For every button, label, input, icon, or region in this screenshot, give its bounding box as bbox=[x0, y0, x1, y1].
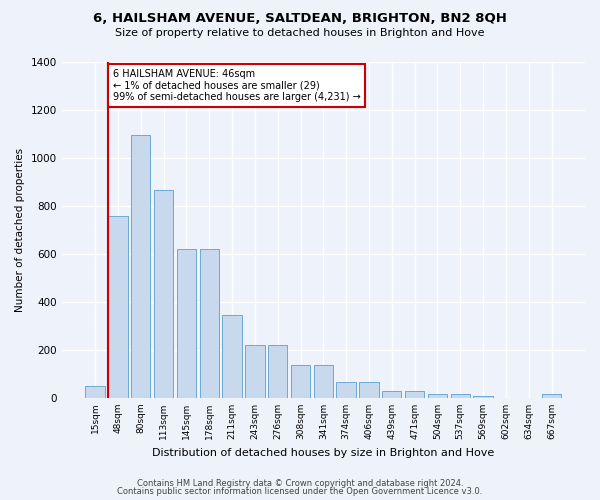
Text: 6, HAILSHAM AVENUE, SALTDEAN, BRIGHTON, BN2 8QH: 6, HAILSHAM AVENUE, SALTDEAN, BRIGHTON, … bbox=[93, 12, 507, 26]
Text: Contains HM Land Registry data © Crown copyright and database right 2024.: Contains HM Land Registry data © Crown c… bbox=[137, 478, 463, 488]
Bar bbox=[542, 394, 561, 398]
Bar bbox=[177, 250, 196, 398]
Bar bbox=[154, 190, 173, 398]
Text: Contains public sector information licensed under the Open Government Licence v3: Contains public sector information licen… bbox=[118, 487, 482, 496]
Bar bbox=[359, 382, 379, 398]
Bar bbox=[268, 344, 287, 398]
Bar bbox=[451, 394, 470, 398]
Y-axis label: Number of detached properties: Number of detached properties bbox=[15, 148, 25, 312]
Bar bbox=[405, 390, 424, 398]
Bar bbox=[131, 135, 151, 398]
Bar bbox=[108, 216, 128, 398]
Bar bbox=[382, 390, 401, 398]
Bar bbox=[200, 250, 219, 398]
Bar bbox=[85, 386, 105, 398]
Bar bbox=[473, 396, 493, 398]
Text: 6 HAILSHAM AVENUE: 46sqm
← 1% of detached houses are smaller (29)
99% of semi-de: 6 HAILSHAM AVENUE: 46sqm ← 1% of detache… bbox=[113, 68, 361, 102]
Text: Size of property relative to detached houses in Brighton and Hove: Size of property relative to detached ho… bbox=[115, 28, 485, 38]
X-axis label: Distribution of detached houses by size in Brighton and Hove: Distribution of detached houses by size … bbox=[152, 448, 494, 458]
Bar bbox=[245, 344, 265, 398]
Bar bbox=[223, 314, 242, 398]
Bar bbox=[428, 394, 447, 398]
Bar bbox=[314, 366, 333, 398]
Bar bbox=[337, 382, 356, 398]
Bar bbox=[291, 366, 310, 398]
